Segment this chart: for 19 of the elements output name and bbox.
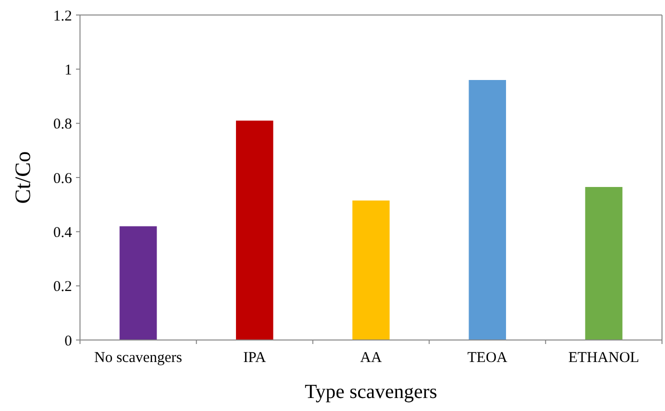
y-tick-label: 1: [64, 62, 72, 78]
x-tick-label: AA: [360, 350, 382, 366]
bar: [352, 200, 390, 340]
bar: [120, 226, 157, 340]
y-tick-label: 0.6: [53, 170, 72, 187]
bar: [468, 80, 506, 340]
bar: [585, 186, 622, 340]
y-tick-label: 1.2: [53, 8, 72, 24]
y-tick-label: 0: [64, 333, 72, 350]
x-axis-title: Type scavengers: [304, 381, 438, 403]
x-tick-label: No scavengers: [94, 350, 182, 366]
x-tick-label: ETHANOL: [568, 350, 640, 366]
x-tick-label: TEOA: [467, 350, 508, 366]
y-tick-label: 0.8: [53, 116, 72, 133]
y-tick-label: 0.2: [53, 279, 72, 296]
y-axis-title: Ct/Co: [10, 151, 35, 204]
y-tick-label: 0.4: [53, 224, 72, 241]
bar: [236, 120, 274, 340]
x-tick-label: IPA: [243, 350, 266, 366]
